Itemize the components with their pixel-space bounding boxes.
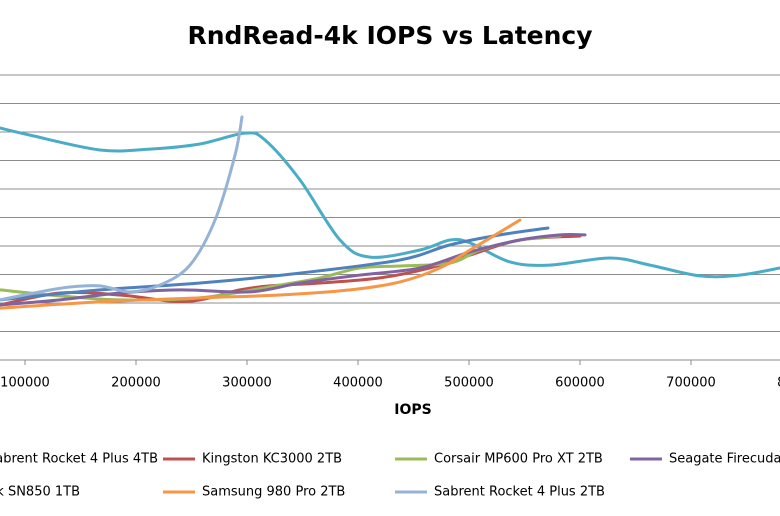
x-tick-label: 200000: [111, 376, 161, 391]
legend-label: Samsung 980 Pro 2TB: [202, 485, 345, 500]
series-line: [0, 233, 587, 307]
x-tick-label: 500000: [444, 376, 494, 391]
legend-label: Sabrent Rocket 4 Plus 4TB: [0, 452, 158, 467]
series-line: [0, 115, 244, 302]
x-tick-label: 800000: [777, 376, 780, 391]
series-line: [0, 126, 780, 279]
legend-label: Seagate Firecuda 530 2TB: [669, 452, 780, 467]
x-axis-label: IOPS: [394, 402, 431, 418]
x-tick-label: 400000: [333, 376, 383, 391]
chart-title: RndRead-4k IOPS vs Latency: [187, 21, 592, 50]
x-tick-label: 700000: [666, 376, 716, 391]
legend-label: Sabrent Rocket 4 Plus 2TB: [434, 485, 605, 500]
series-line: [0, 218, 522, 310]
series-line: [0, 226, 550, 302]
legend-label: WD Black SN850 1TB: [0, 485, 80, 500]
legend-label: Corsair MP600 Pro XT 2TB: [434, 452, 603, 467]
x-tick-label: 600000: [555, 376, 605, 391]
legend-label: Kingston KC3000 2TB: [202, 452, 342, 467]
x-tick-label: 300000: [222, 376, 272, 391]
x-tick-label: 100000: [0, 376, 50, 391]
